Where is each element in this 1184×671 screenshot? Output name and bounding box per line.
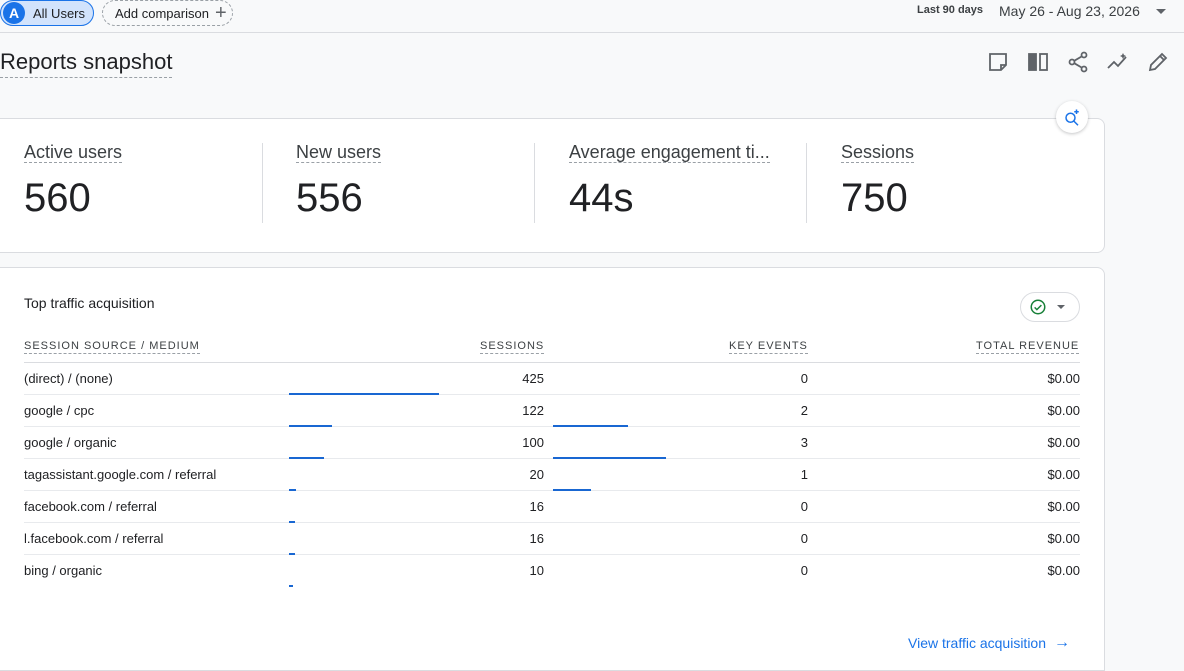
kpi-label: New users (296, 142, 382, 163)
kpi-sessions[interactable]: Sessions 750 (841, 142, 915, 224)
date-range-picker[interactable]: May 26 - Aug 23, 2026 (999, 3, 1140, 19)
table-row[interactable]: facebook.com / referral 16 0 $0.00 (24, 491, 1080, 523)
insights-trend-icon[interactable] (1106, 50, 1130, 74)
kpi-active-users[interactable]: Active users 560 (24, 142, 123, 224)
note-icon[interactable] (986, 50, 1010, 74)
key-events-cell: 0 (800, 563, 808, 578)
kpi-value: 560 (24, 176, 91, 220)
kpi-value: 44s (569, 176, 634, 220)
data-quality-dropdown[interactable] (1020, 292, 1080, 322)
view-traffic-acquisition-link[interactable]: View traffic acquisition → (908, 634, 1070, 652)
kpi-value: 556 (296, 176, 363, 220)
key-events-bar (553, 489, 591, 491)
sessions-bar (289, 585, 293, 587)
kpi-average-engagement[interactable]: Average engagement ti... 44s (569, 142, 770, 224)
kpi-card: Active users 560 New users 556 Average e… (0, 118, 1105, 253)
key-events-cell: 2 (800, 403, 808, 418)
sessions-cell: 20 (529, 467, 544, 482)
key-events-cell: 1 (800, 467, 808, 482)
source-medium-cell: bing / organic (24, 563, 103, 578)
sessions-cell: 16 (529, 499, 544, 514)
kpi-label: Sessions (841, 142, 915, 163)
sessions-bar (289, 393, 439, 395)
header-divider (24, 362, 1080, 363)
compare-columns-icon[interactable] (1026, 50, 1050, 74)
page-title: Reports snapshot (0, 49, 173, 78)
add-comparison-button[interactable]: Add comparison + (102, 0, 233, 26)
segment-badge: A (3, 2, 25, 24)
sessions-cell: 100 (522, 435, 544, 450)
revenue-cell: $0.00 (1047, 435, 1080, 450)
insights-search-button[interactable] (1056, 101, 1088, 133)
column-header-revenue[interactable]: TOTAL REVENUE (976, 340, 1080, 354)
revenue-cell: $0.00 (1047, 499, 1080, 514)
table-row[interactable]: bing / organic 10 0 $0.00 (24, 555, 1080, 587)
sessions-bar (289, 553, 295, 555)
check-circle-icon (1030, 299, 1046, 315)
source-medium-cell: facebook.com / referral (24, 499, 157, 514)
table-row[interactable]: google / organic 100 3 $0.00 (24, 427, 1080, 459)
sessions-bar (289, 457, 324, 459)
plus-icon: + (214, 2, 227, 24)
revenue-cell: $0.00 (1047, 563, 1080, 578)
column-header-sessions[interactable]: SESSIONS (480, 340, 545, 354)
sessions-cell: 10 (529, 563, 544, 578)
revenue-cell: $0.00 (1047, 531, 1080, 546)
source-medium-cell: tagassistant.google.com / referral (24, 467, 217, 482)
key-events-bar (553, 425, 628, 427)
edit-pencil-icon[interactable] (1146, 50, 1170, 74)
traffic-acquisition-card: Top traffic acquisition SESSION SOURCE /… (0, 267, 1105, 671)
column-header-key-events[interactable]: KEY EVENTS (729, 340, 808, 354)
revenue-cell: $0.00 (1047, 403, 1080, 418)
card-title: Top traffic acquisition (24, 295, 155, 311)
kpi-label: Average engagement ti... (569, 142, 770, 163)
source-medium-cell: l.facebook.com / referral (24, 531, 164, 546)
key-events-cell: 0 (800, 499, 808, 514)
segment-chip-all-users[interactable]: A All Users (0, 0, 94, 26)
key-events-cell: 0 (800, 531, 808, 546)
table-row[interactable]: google / cpc 122 2 $0.00 (24, 395, 1080, 427)
source-medium-cell: google / organic (24, 435, 117, 450)
chevron-down-icon (1057, 305, 1065, 309)
table-row[interactable]: l.facebook.com / referral 16 0 $0.00 (24, 523, 1080, 555)
column-header-source[interactable]: SESSION SOURCE / MEDIUM (24, 340, 200, 354)
key-events-cell: 0 (800, 371, 808, 386)
table-row[interactable]: (direct) / (none) 425 0 $0.00 (24, 363, 1080, 395)
add-comparison-label: Add comparison (115, 5, 209, 21)
kpi-new-users[interactable]: New users 556 (296, 142, 382, 224)
key-events-cell: 3 (800, 435, 808, 450)
key-events-bar (553, 457, 666, 459)
kpi-divider (262, 143, 263, 223)
sessions-bar (289, 521, 295, 523)
sessions-cell: 122 (522, 403, 544, 418)
source-medium-cell: (direct) / (none) (24, 371, 113, 386)
revenue-cell: $0.00 (1047, 467, 1080, 482)
top-bar: A All Users Add comparison + Last 90 day… (0, 0, 1184, 33)
sessions-bar (289, 489, 296, 491)
kpi-divider (534, 143, 535, 223)
chevron-down-icon[interactable] (1156, 9, 1166, 14)
kpi-divider (806, 143, 807, 223)
sessions-cell: 16 (529, 531, 544, 546)
table-row[interactable]: tagassistant.google.com / referral 20 1 $0.… (24, 459, 1080, 491)
insights-search-icon (1065, 109, 1079, 126)
arrow-right-icon: → (1054, 634, 1070, 651)
kpi-value: 750 (841, 176, 908, 220)
kpi-label: Active users (24, 142, 123, 163)
view-link-label: View traffic acquisition (908, 635, 1046, 651)
segment-label: All Users (33, 5, 86, 21)
sessions-cell: 425 (522, 371, 544, 386)
date-range-preset: Last 90 days (917, 4, 984, 16)
source-medium-cell: google / cpc (24, 403, 95, 418)
share-icon[interactable] (1066, 50, 1090, 74)
revenue-cell: $0.00 (1047, 371, 1080, 386)
sessions-bar (289, 425, 332, 427)
